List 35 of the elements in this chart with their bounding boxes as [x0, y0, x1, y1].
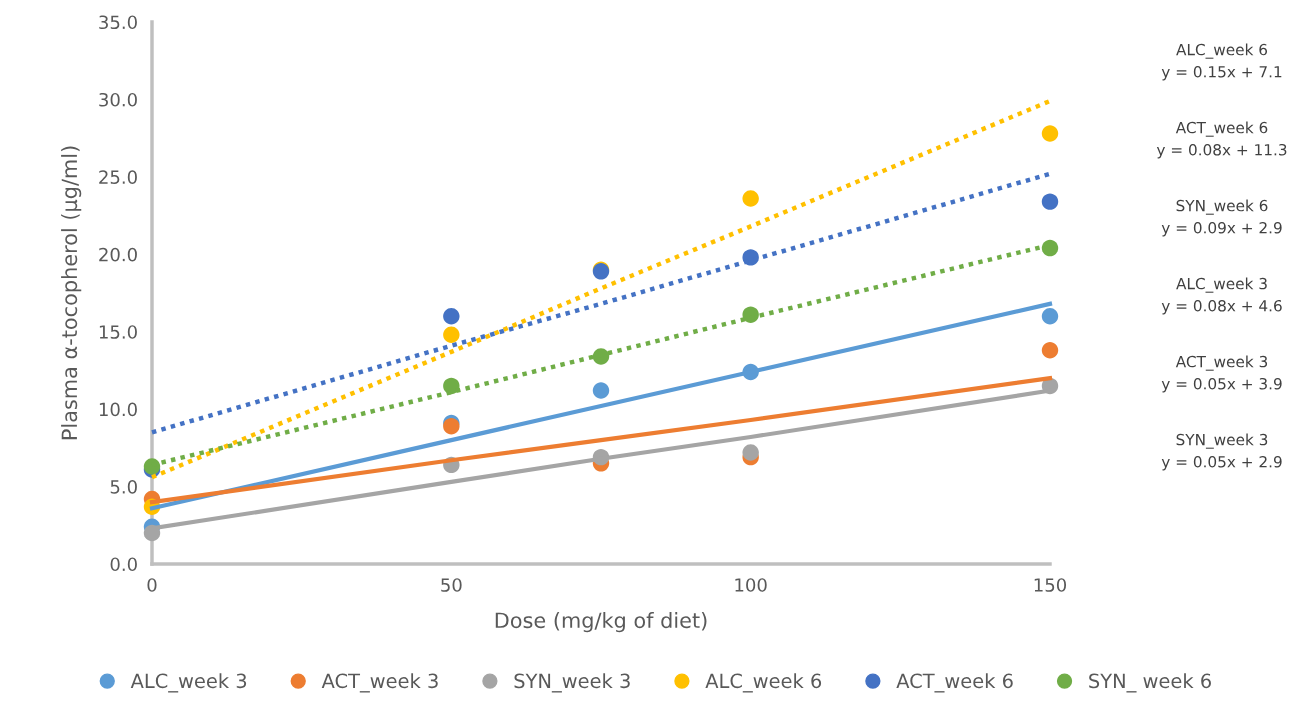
text: ALC_week 6 y = 0.15x + 7.1 — [1161, 43, 1282, 81]
text: SYN_week 3 y = 0.05x + 2.9 — [1161, 433, 1282, 471]
y-tick-label: 10.0 — [99, 402, 137, 417]
text: ACT_week 3 y = 0.05x + 3.9 — [1161, 355, 1282, 393]
x-axis-title: Dose (mg/kg of diet) — [495, 612, 707, 633]
legend-label: SYN_week 3 — [514, 673, 630, 693]
y-tick-label: 0.0 — [110, 557, 137, 572]
y-tick-label: 25.0 — [99, 170, 137, 184]
y-tick-label: 15.0 — [99, 325, 137, 339]
legend-label: ACT_week 3 — [321, 673, 438, 693]
x-tick-label: 150 — [1034, 578, 1067, 592]
point — [1041, 193, 1059, 210]
y-tick-label: 20.0 — [99, 247, 137, 262]
y-tick-label: 30.0 — [99, 92, 137, 107]
point — [742, 190, 759, 207]
legend-label: ACT_week 6 — [896, 673, 1013, 693]
legend-label: SYN_ week 6 — [1089, 673, 1211, 693]
text: ALC_week 3 y = 0.08x + 4.6 — [1161, 277, 1282, 315]
text: ACT_week 6 y = 0.08x + 11.3 — [1156, 121, 1287, 159]
x-tick-label: 0 — [147, 578, 157, 592]
x-tick-label: 100 — [735, 578, 767, 592]
point — [1041, 342, 1059, 359]
legend-label: ALC_week 6 — [705, 673, 822, 693]
point — [742, 444, 759, 461]
y-tick-label: 5.0 — [110, 480, 137, 494]
text: SYN_week 6 y = 0.09x + 2.9 — [1161, 199, 1282, 237]
point — [1041, 125, 1059, 142]
y-tick-label: 35.0 — [99, 15, 137, 30]
point — [592, 382, 610, 399]
y-axis-title: Plasma α-tocopherol (µg/ml) — [61, 146, 82, 440]
x-tick-label: 50 — [441, 578, 462, 592]
point — [443, 308, 460, 325]
point — [443, 326, 460, 344]
point — [1041, 308, 1059, 325]
legend-label: ALC_week 3 — [130, 673, 247, 693]
